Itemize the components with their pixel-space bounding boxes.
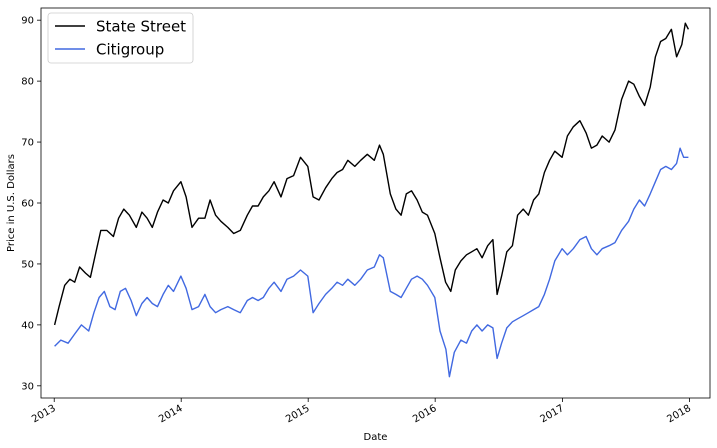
x-tick-label: 2015 xyxy=(284,403,312,425)
y-tick-label: 70 xyxy=(21,138,34,149)
legend-label: State Street xyxy=(96,18,186,36)
plot-frame xyxy=(40,7,711,399)
y-axis-label: Price in U.S. Dollars xyxy=(6,154,17,252)
y-tick-label: 30 xyxy=(21,381,34,392)
series-line-state-street xyxy=(53,22,690,326)
y-tick-label: 80 xyxy=(21,77,34,88)
x-tick-label: 2018 xyxy=(665,403,693,425)
x-tick-label: 2013 xyxy=(30,403,58,425)
y-axis: 30 40 50 60 70 80 90 xyxy=(21,16,41,392)
x-tick-label: 2014 xyxy=(157,403,185,425)
x-axis-label: Date xyxy=(364,432,388,443)
y-tick-label: 50 xyxy=(21,259,34,270)
y-tick-label: 90 xyxy=(21,16,34,27)
series-layer xyxy=(53,22,690,378)
x-tick-label: 2016 xyxy=(411,403,439,425)
y-tick-label: 40 xyxy=(21,320,34,331)
series-line-citigroup xyxy=(54,147,689,378)
y-tick-label: 60 xyxy=(21,199,34,210)
legend-label: Citigroup xyxy=(96,41,164,59)
x-axis: 2013 2014 2015 2016 2017 2018 xyxy=(30,398,693,425)
x-tick-label: 2017 xyxy=(538,403,566,425)
legend: State Street Citigroup xyxy=(47,12,194,64)
